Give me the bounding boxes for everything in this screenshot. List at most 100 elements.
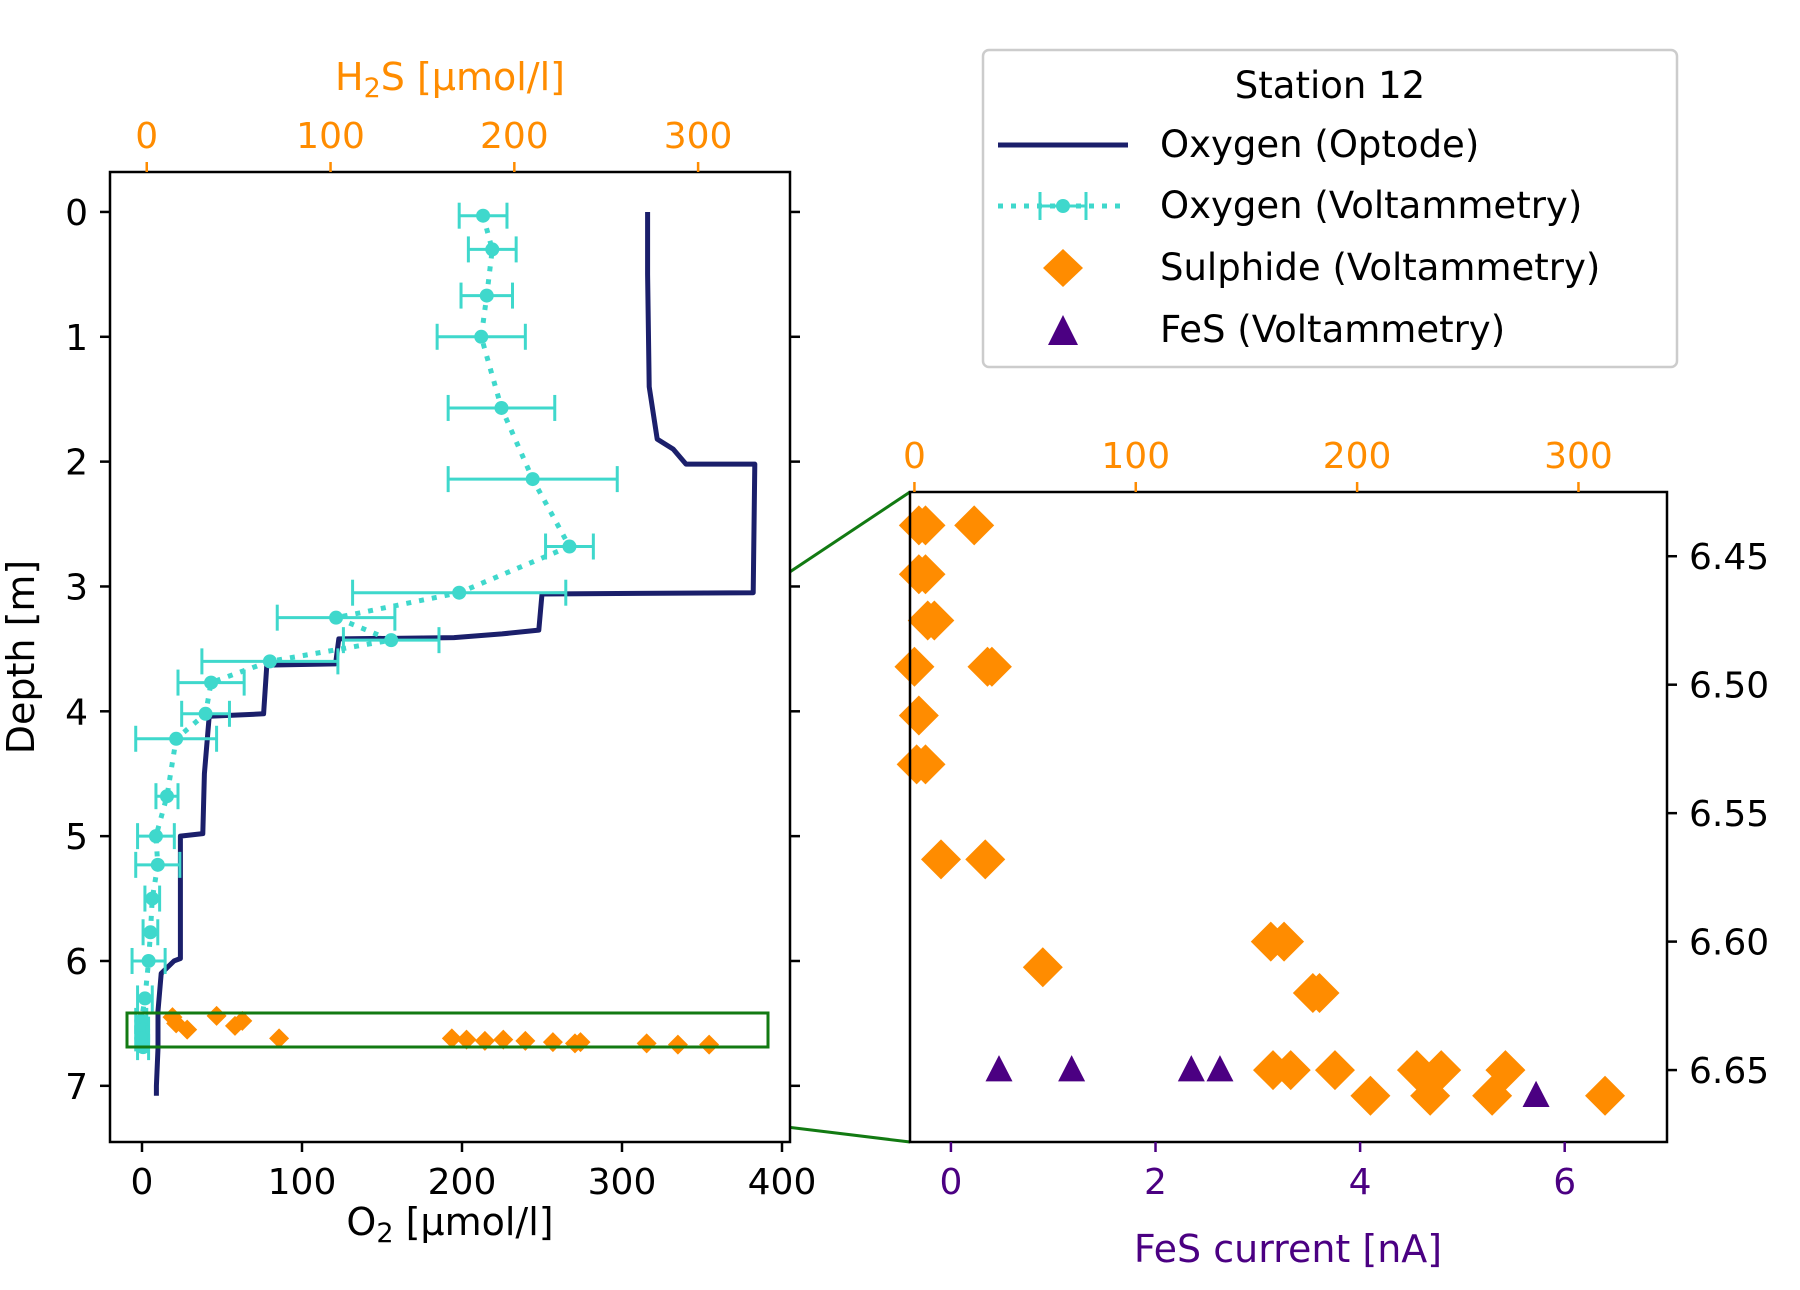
oxygen-voltammetry-point	[525, 472, 540, 487]
x-tick-label: 0	[131, 1162, 154, 1203]
zoom-y-tick-label: 6.45	[1689, 537, 1769, 578]
fes-point	[985, 1055, 1013, 1082]
fes-axis-ticks: 0 2 4 6	[939, 1142, 1576, 1203]
x-tick-label: 400	[748, 1162, 817, 1203]
oxygen-axis-label: O2 [μmol/l]	[346, 1200, 553, 1249]
sulphide-point	[456, 1029, 477, 1050]
fes-tick-label: 0	[939, 1162, 962, 1203]
sulphide-point	[699, 1034, 720, 1055]
oxygen-voltammetry-point	[169, 731, 184, 746]
oxygen-voltammetry-point	[494, 400, 509, 415]
sulphide-point-zoom	[1421, 1050, 1462, 1091]
sulphide-point-zoom	[905, 744, 946, 785]
zoom-y-tick-label: 6.50	[1689, 666, 1769, 707]
oxygen-voltammetry-point	[141, 953, 156, 968]
sulphide-point	[667, 1034, 688, 1055]
oxygen-voltammetry-point	[137, 991, 152, 1006]
oxygen-voltammetry-point	[479, 288, 494, 303]
y-tick-label: 4	[65, 692, 88, 733]
oxygen-voltammetry-point	[198, 706, 213, 721]
zoom-panel-frame	[908, 490, 1669, 1144]
legend-swatch-oxygen-voltammetry	[998, 192, 1128, 220]
oxygen-voltammetry-point	[452, 585, 467, 600]
oxygen-voltammetry-point	[262, 654, 277, 669]
sulphide-point-zoom	[1585, 1075, 1626, 1116]
legend-swatch-fes	[1048, 315, 1078, 345]
sulphide-point	[206, 1005, 227, 1026]
h2s-tick-label: 200	[480, 116, 549, 157]
zoom-depth-axis-ticks: 6.45 6.50 6.55 6.60 6.65	[1667, 537, 1769, 1092]
zoom-y-tick-label: 6.60	[1689, 923, 1769, 964]
zoom-y-tick-label: 6.55	[1689, 794, 1769, 835]
x-tick-label: 100	[268, 1162, 337, 1203]
fes-tick-label: 4	[1349, 1162, 1372, 1203]
sulphide-point-zoom	[894, 646, 935, 687]
h2s-tick-label: 300	[664, 116, 733, 157]
h2s-axis-label: H2S [μmol/l]	[335, 55, 565, 104]
zoom-highlight-box	[125, 1011, 770, 1049]
y-tick-label: 3	[65, 567, 88, 608]
sulphide-point-zoom	[920, 839, 961, 880]
depth-axis-label: Depth [m]	[0, 560, 43, 755]
sulphide-point-zoom	[1022, 947, 1063, 988]
legend-label-sulphide: Sulphide (Voltammetry)	[1160, 246, 1600, 289]
y-tick-label: 5	[65, 817, 88, 858]
fes-point	[1522, 1080, 1550, 1108]
legend-label-oxygen-optode: Oxygen (Optode)	[1160, 123, 1479, 166]
y-tick-label: 1	[65, 318, 88, 359]
sulphide-point	[441, 1028, 462, 1049]
h2s-axis-ticks: 0 100 200 300	[135, 116, 732, 172]
sulphide-point-zoom	[1264, 921, 1305, 962]
sulphide-point-zoom	[971, 646, 1012, 687]
fes-point	[1177, 1055, 1205, 1082]
y-tick-label: 0	[65, 193, 88, 234]
fes-point	[1058, 1055, 1086, 1082]
oxygen-voltammetry-point	[143, 925, 158, 940]
oxygen-voltammetry-point	[474, 329, 489, 344]
oxygen-voltammetry-point	[384, 633, 399, 648]
sulphide-point	[232, 1010, 253, 1031]
oxygen-voltammetry-point	[476, 208, 491, 223]
y-tick-label: 7	[65, 1067, 88, 1108]
depth-profile-panel: 0 1 2 3 4 5 6 7 0 100 200 300 400 0 100 200 300 Depth …	[0, 55, 816, 1249]
zoom-plot-area	[894, 505, 1626, 1116]
sulphide-point-zoom	[1270, 1050, 1311, 1091]
sulphide-point-zoom	[1485, 1050, 1526, 1091]
fes-tick-label: 2	[1144, 1162, 1167, 1203]
sulphide-point-zoom	[1299, 972, 1340, 1013]
zoom-h2s-tick-label: 0	[903, 436, 926, 477]
oxygen-voltammetry-point	[485, 242, 500, 257]
x-tick-label: 300	[588, 1162, 657, 1203]
sulphide-point	[493, 1029, 514, 1050]
sulphide-point-zoom	[1350, 1075, 1391, 1116]
sulphide-point	[224, 1015, 245, 1036]
zoom-h2s-tick-label: 200	[1323, 436, 1392, 477]
oxygen-voltammetry-point	[329, 610, 344, 625]
sulphide-point	[177, 1019, 198, 1040]
zoom-y-tick-label: 6.65	[1689, 1051, 1769, 1092]
legend-label-oxygen-voltammetry: Oxygen (Voltammetry)	[1160, 184, 1582, 227]
sulphide-point-zoom	[905, 505, 946, 546]
sulphide-point-zoom	[965, 839, 1006, 880]
fes-tick-label: 6	[1553, 1162, 1576, 1203]
legend-swatch-sulphide	[1043, 249, 1083, 287]
legend-frame	[981, 48, 1679, 369]
fes-axis-label: FeS current [nA]	[1134, 1227, 1442, 1271]
legend: Station 12 Oxygen (Optode) Oxygen (Volta…	[981, 48, 1679, 369]
h2s-tick-label: 100	[296, 116, 365, 157]
depth-profile-frame	[108, 170, 792, 1144]
sulphide-point-zoom	[954, 505, 995, 546]
oxygen-voltammetry-point	[145, 891, 160, 906]
zoom-h2s-axis-ticks: 0 100 200 300	[903, 436, 1613, 492]
y-tick-label: 6	[65, 942, 88, 983]
oxygen-voltammetry-point	[204, 675, 219, 690]
y-tick-label: 2	[65, 443, 88, 484]
sulphide-point-zoom	[905, 554, 946, 595]
sulphide-point-zoom	[914, 600, 955, 641]
depth-axis-ticks: 0 1 2 3 4 5 6 7	[65, 193, 800, 1108]
oxygen-voltammetry-point	[562, 539, 577, 554]
legend-label-fes: FeS (Voltammetry)	[1160, 308, 1505, 351]
oxygen-voltammetry-point	[148, 829, 163, 844]
h2s-tick-label: 0	[135, 116, 158, 157]
